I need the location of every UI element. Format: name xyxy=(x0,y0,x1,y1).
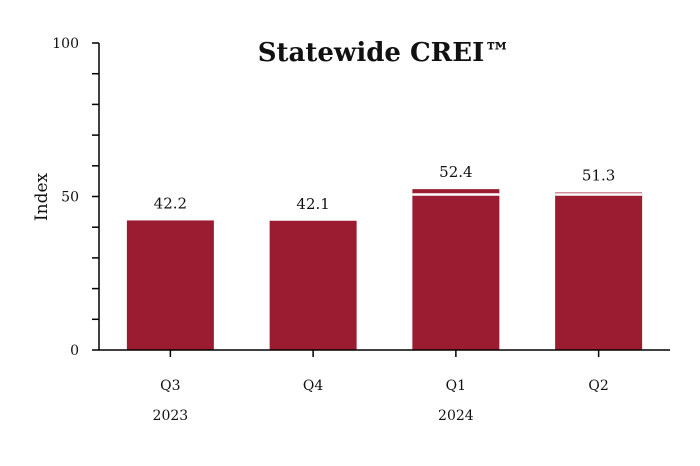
bar-q4 xyxy=(269,220,357,350)
bar-q2 xyxy=(555,192,643,350)
x-tick-label: Q1 xyxy=(446,378,466,394)
data-label: 42.1 xyxy=(296,195,329,213)
y-tick-label: 0 xyxy=(70,343,79,359)
year-label: 2024 xyxy=(438,408,474,424)
y-tick-label: 50 xyxy=(61,190,79,206)
y-axis-label: Index xyxy=(32,172,52,221)
chart-title: Statewide CREI™ xyxy=(258,38,511,68)
x-tick-label: Q3 xyxy=(160,378,180,394)
data-label: 52.4 xyxy=(439,163,472,181)
bar-q1 xyxy=(412,189,500,350)
bar-q3 xyxy=(126,220,214,350)
y-tick-label: 100 xyxy=(52,36,79,52)
x-tick-label: Q2 xyxy=(588,378,608,394)
plot-area: 42.2 Q3 42.1 Q4 52.4 Q1 51.3 Q2 2023 2024 0 50 100 xyxy=(52,36,670,424)
year-label: 2023 xyxy=(153,408,189,424)
x-tick-label: Q4 xyxy=(303,378,323,394)
data-label: 51.3 xyxy=(582,167,615,185)
data-label: 42.2 xyxy=(154,194,187,212)
